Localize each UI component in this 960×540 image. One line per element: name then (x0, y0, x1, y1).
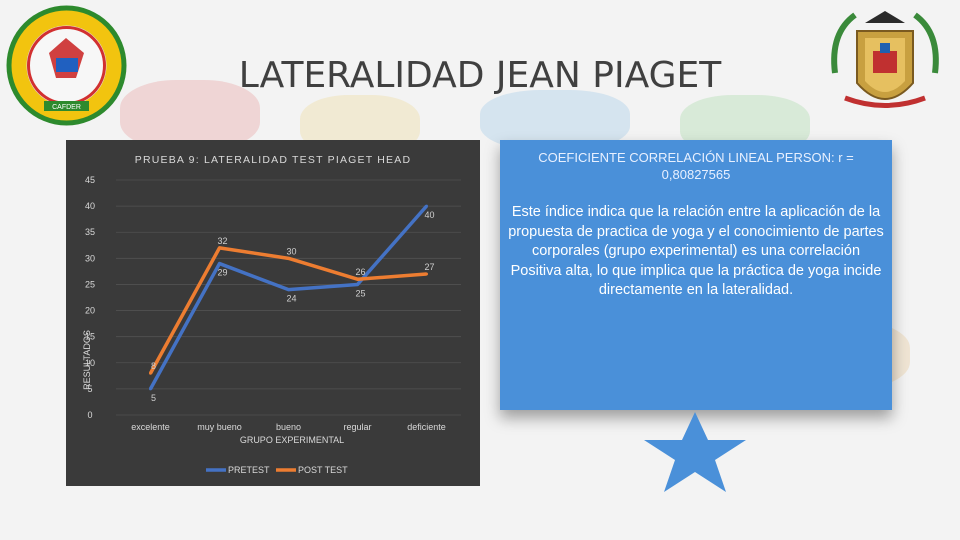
data-label: 40 (424, 210, 434, 220)
logo-label: CAFDER (52, 104, 81, 111)
correlation-info-box: COEFICIENTE CORRELACIÓN LINEAL PERSON: r… (500, 140, 892, 410)
chart-panel: PRUEBA 9: LATERALIDAD TEST PIAGET HEAD R… (66, 140, 480, 486)
data-point (218, 246, 221, 250)
x-tick-label: deficiente (407, 422, 446, 432)
data-label: 32 (217, 236, 227, 246)
line-chart: PRUEBA 9: LATERALIDAD TEST PIAGET HEAD R… (82, 154, 461, 475)
data-label: 29 (217, 268, 227, 278)
data-label: 27 (424, 262, 434, 272)
x-tick-label: regular (343, 422, 371, 432)
faculty-logo: CAFDER (6, 5, 127, 126)
y-tick-label: 5 (87, 384, 92, 394)
x-axis-label: GRUPO EXPERIMENTAL (240, 435, 344, 445)
x-tick-label: excelente (131, 422, 170, 432)
chart-title: PRUEBA 9: LATERALIDAD TEST PIAGET HEAD (135, 154, 411, 166)
data-label: 25 (355, 288, 365, 298)
legend-entry: PRETEST (228, 465, 270, 475)
y-tick-label: 25 (85, 279, 95, 289)
x-tick-label: bueno (276, 422, 301, 432)
data-point (425, 272, 428, 276)
data-point (287, 256, 290, 260)
y-axis-label: RESULTADOS (82, 330, 92, 390)
y-tick-label: 45 (85, 175, 95, 185)
legend-entry: POST TEST (298, 465, 348, 475)
correlation-description: Este índice indica que la relación entre… (508, 204, 884, 298)
star-icon (644, 412, 746, 492)
background-shape (120, 80, 260, 150)
x-tick-label: muy bueno (197, 422, 242, 432)
university-crest (831, 11, 939, 108)
data-point (356, 282, 359, 286)
correlation-heading: COEFICIENTE CORRELACIÓN LINEAL PERSON: r… (538, 150, 854, 182)
data-point (149, 371, 152, 375)
y-tick-label: 20 (85, 306, 95, 316)
y-tick-label: 35 (85, 227, 95, 237)
data-point (287, 288, 290, 292)
data-label: 26 (355, 267, 365, 277)
data-point (425, 204, 428, 208)
y-tick-label: 40 (85, 201, 95, 211)
y-tick-label: 0 (87, 410, 92, 420)
data-label: 8 (151, 361, 156, 371)
data-label: 30 (286, 246, 296, 256)
slide-title: LATERALIDAD JEAN PIAGET (238, 55, 722, 96)
data-label: 5 (151, 393, 156, 403)
data-label: 24 (286, 294, 296, 304)
data-point (356, 277, 359, 281)
y-tick-label: 30 (85, 253, 95, 263)
data-point (218, 262, 221, 266)
y-tick-label: 15 (85, 332, 95, 342)
data-point (149, 387, 152, 391)
y-tick-label: 10 (85, 358, 95, 368)
